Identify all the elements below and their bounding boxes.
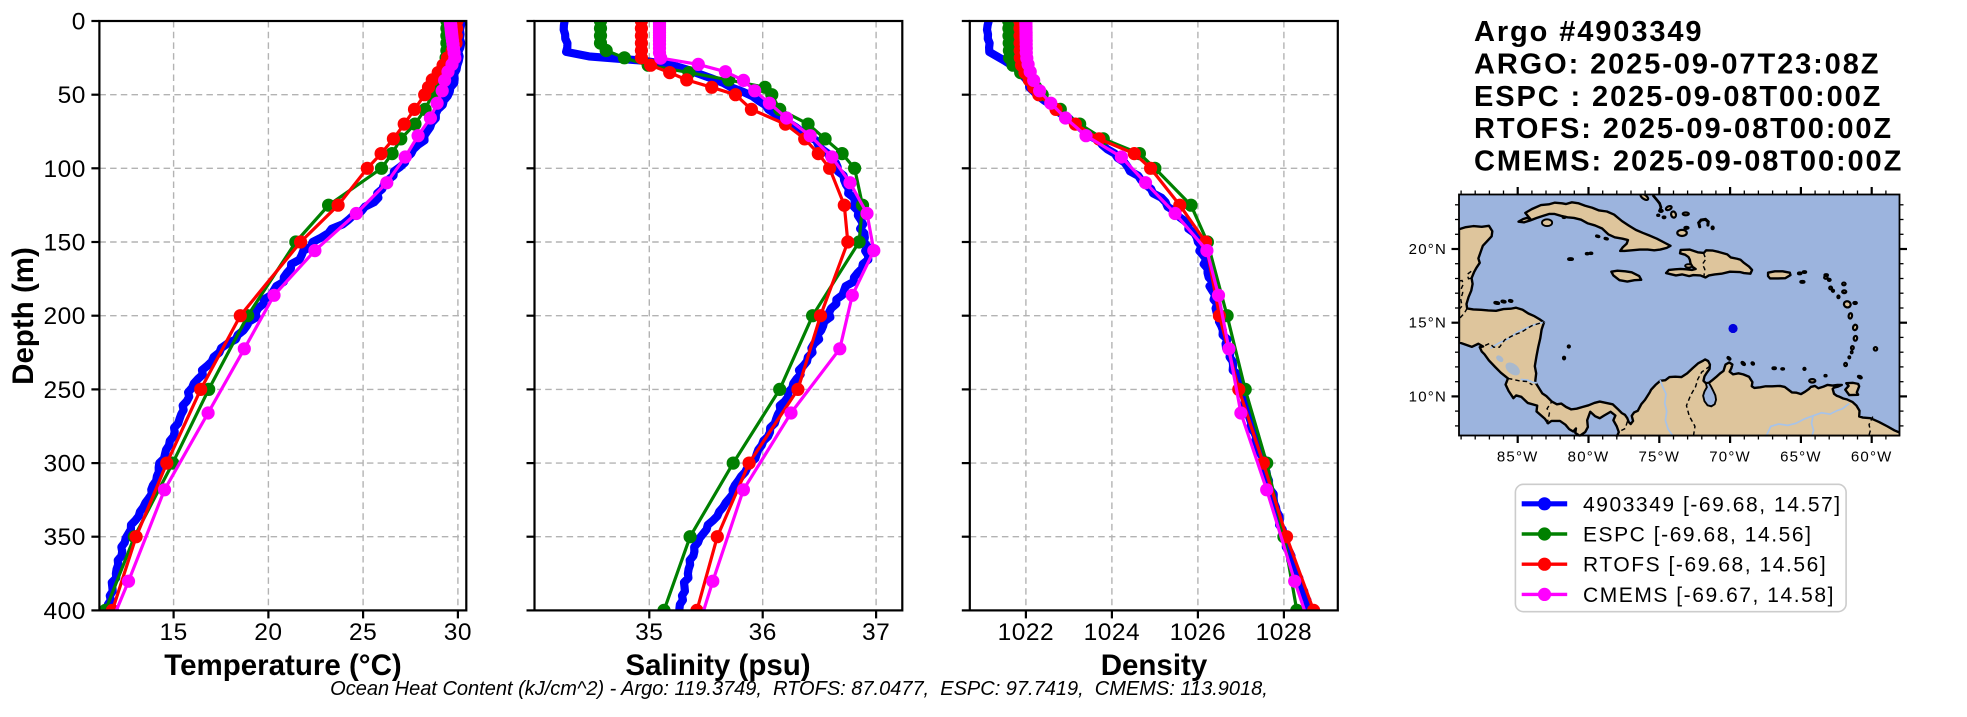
svg-text:85°W: 85°W (1497, 449, 1539, 466)
svg-text:Salinity (psu): Salinity (psu) (625, 649, 810, 682)
svg-text:1026: 1026 (1170, 619, 1227, 646)
svg-text:0: 0 (72, 9, 86, 36)
svg-text:ESPC [-69.68, 14.56]: ESPC [-69.68, 14.56] (1583, 524, 1812, 547)
svg-text:37: 37 (862, 619, 890, 646)
svg-text:1022: 1022 (998, 619, 1055, 646)
svg-text:Density: Density (1101, 649, 1208, 682)
svg-text:Argo #4903349: Argo #4903349 (1474, 16, 1703, 48)
svg-text:25: 25 (349, 619, 377, 646)
svg-text:35: 35 (635, 619, 663, 646)
svg-text:15°N: 15°N (1409, 315, 1447, 332)
svg-text:50: 50 (58, 82, 86, 109)
svg-text:RTOFS [-69.68, 14.56]: RTOFS [-69.68, 14.56] (1583, 554, 1827, 577)
svg-text:300: 300 (44, 451, 86, 478)
svg-text:80°W: 80°W (1568, 449, 1610, 466)
svg-text:4903349 [-69.68, 14.57]: 4903349 [-69.68, 14.57] (1583, 493, 1842, 516)
svg-text:20: 20 (254, 619, 282, 646)
svg-text:ARGO: 2025-09-07T23:08Z: ARGO: 2025-09-07T23:08Z (1474, 48, 1880, 80)
svg-text:CMEMS [-69.67, 14.58]: CMEMS [-69.67, 14.58] (1583, 584, 1835, 607)
svg-text:10°N: 10°N (1409, 388, 1447, 405)
svg-text:250: 250 (44, 377, 86, 404)
svg-text:15: 15 (159, 619, 187, 646)
svg-text:ESPC : 2025-09-08T00:00Z: ESPC : 2025-09-08T00:00Z (1474, 81, 1882, 113)
svg-text:60°W: 60°W (1851, 449, 1893, 466)
svg-text:1028: 1028 (1256, 619, 1313, 646)
svg-text:75°W: 75°W (1638, 449, 1680, 466)
svg-text:CMEMS: 2025-09-08T00:00Z: CMEMS: 2025-09-08T00:00Z (1474, 146, 1903, 178)
svg-text:400: 400 (44, 598, 86, 625)
svg-text:Ocean Heat Content (kJ/cm^2) -: Ocean Heat Content (kJ/cm^2) - Argo: 119… (330, 678, 1268, 700)
svg-text:1024: 1024 (1084, 619, 1141, 646)
svg-text:RTOFS: 2025-09-08T00:00Z: RTOFS: 2025-09-08T00:00Z (1474, 113, 1893, 145)
svg-text:350: 350 (44, 524, 86, 551)
svg-text:30: 30 (444, 619, 472, 646)
svg-text:65°W: 65°W (1780, 449, 1822, 466)
svg-text:20°N: 20°N (1409, 241, 1447, 258)
svg-text:100: 100 (44, 156, 86, 183)
svg-text:36: 36 (749, 619, 777, 646)
svg-text:200: 200 (44, 303, 86, 330)
svg-text:70°W: 70°W (1709, 449, 1751, 466)
svg-text:Temperature (°C): Temperature (°C) (164, 649, 401, 682)
svg-text:150: 150 (44, 230, 86, 257)
svg-text:Depth (m): Depth (m) (7, 247, 40, 385)
